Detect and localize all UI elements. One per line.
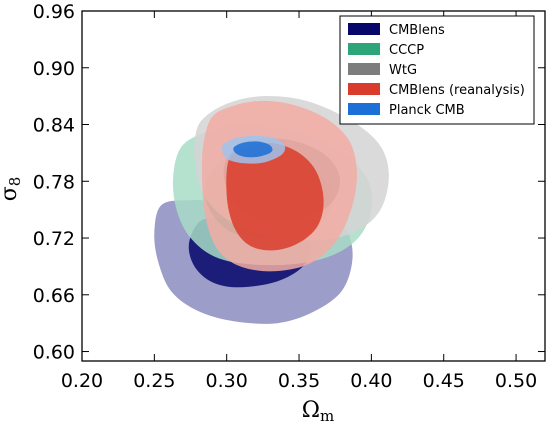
plot-frame [81,10,546,362]
legend-swatch [348,23,380,35]
contour-layer [154,96,389,324]
axis-ticks [81,10,545,361]
legend-swatch [348,43,380,55]
y-axis-label-subscript: 8 [6,177,24,187]
x-tick-labels: 0.20 0.25 0.30 0.35 0.40 0.45 0.50 [61,370,537,392]
y-axis-label-main: σ [0,186,22,201]
x-axis-label-main: Ω [302,398,320,423]
legend-label: CMBlens [389,23,445,38]
y-tick-label: 0.78 [33,171,75,193]
contour-series [221,135,286,164]
y-tick-label: 0.66 [33,285,75,307]
y-axis-label: σ8 [0,177,24,202]
x-tick-label: 0.40 [350,370,392,392]
legend-label: CMBlens (reanalysis) [389,83,525,98]
x-tick-label: 0.50 [495,370,537,392]
x-axis-label: Ωm [302,398,334,424]
y-tick-label: 0.60 [33,342,75,364]
legend-swatch [348,103,380,115]
y-tick-labels: 0.60 0.66 0.72 0.78 0.84 0.90 0.96 [33,1,75,364]
x-tick-label: 0.25 [133,370,175,392]
x-tick-label: 0.45 [423,370,465,392]
x-tick-label: 0.35 [278,370,320,392]
x-axis-label-subscript: m [320,407,334,424]
legend-label: WtG [389,63,417,78]
contour-inner [226,142,324,251]
legend-label: CCCP [389,43,424,58]
legend-swatch [348,83,380,95]
legend-swatch [348,63,380,75]
contour-inner [233,141,273,158]
y-tick-label: 0.90 [33,58,75,80]
y-tick-label: 0.72 [33,228,75,250]
x-tick-label: 0.20 [61,370,103,392]
y-tick-label: 0.84 [33,115,75,137]
y-tick-label: 0.96 [33,1,75,23]
legend: CMBlens CCCP WtG CMBlens (reanalysis) Planck… [339,15,535,125]
x-tick-label: 0.30 [206,370,248,392]
legend-label: Planck CMB [389,103,465,118]
